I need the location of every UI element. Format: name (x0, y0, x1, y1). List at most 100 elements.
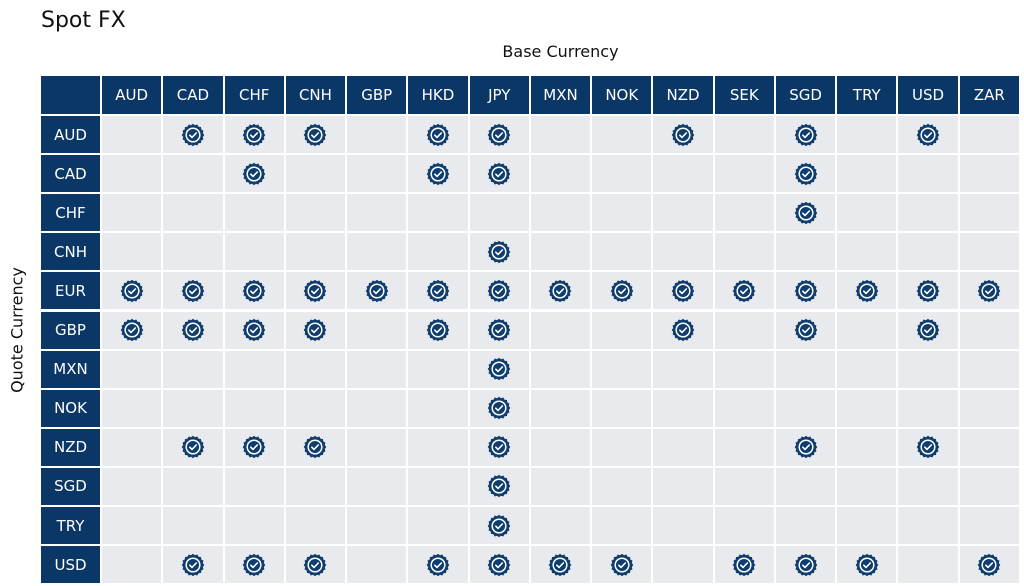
pair-cell (347, 155, 407, 193)
pair-cell (408, 233, 468, 271)
column-header: MXN (530, 76, 591, 114)
pair-cell (163, 467, 223, 505)
pair-cell (408, 272, 468, 310)
column-header: ZAR (959, 76, 1019, 114)
pair-cell (224, 311, 284, 349)
pair-cell (224, 155, 284, 193)
pair-cell (653, 272, 713, 310)
pair-cell (775, 546, 836, 584)
pair-cell (347, 389, 407, 427)
pair-cell (775, 233, 836, 271)
row-header: NOK (41, 389, 100, 427)
supported-icon (426, 279, 450, 303)
pair-cell (837, 194, 897, 232)
supported-icon (855, 553, 879, 576)
pair-cell (469, 507, 529, 545)
pair-cell (163, 428, 223, 466)
row-header: CHF (41, 194, 100, 232)
pair-cell (347, 546, 407, 584)
pair-cell (837, 233, 897, 271)
supported-icon (181, 279, 205, 303)
pair-cell (898, 507, 958, 545)
pair-cell (469, 272, 529, 310)
pair-cell (224, 389, 284, 427)
pair-cell (714, 311, 774, 349)
pair-cell (592, 546, 652, 584)
column-header: SEK (714, 76, 774, 114)
pair-cell (408, 155, 468, 193)
pair-cell (469, 194, 529, 232)
pair-cell (837, 116, 897, 154)
pair-cell (224, 546, 284, 584)
pair-cell (285, 546, 346, 584)
supported-icon (426, 318, 450, 342)
pair-cell (837, 546, 897, 584)
pair-cell (653, 350, 713, 388)
pair-cell (224, 272, 284, 310)
column-header: CHF (224, 76, 284, 114)
pair-cell (959, 546, 1019, 584)
column-header: NOK (592, 76, 652, 114)
row-header: USD (41, 546, 100, 584)
pair-cell (102, 467, 162, 505)
pair-cell (653, 194, 713, 232)
supported-icon (916, 123, 940, 146)
pair-cell (469, 428, 529, 466)
supported-icon (794, 318, 817, 342)
pair-cell (163, 389, 223, 427)
corner-cell (41, 76, 100, 114)
supported-icon (671, 123, 695, 146)
row-axis-label: Quote Currency (7, 267, 27, 393)
pair-cell (102, 116, 162, 154)
pair-cell (653, 389, 713, 427)
pair-cell (530, 155, 591, 193)
supported-icon (671, 279, 695, 303)
supported-icon (794, 123, 817, 146)
pair-cell (224, 467, 284, 505)
pair-cell (837, 428, 897, 466)
supported-icon (304, 553, 327, 576)
pair-cell (775, 428, 836, 466)
pair-cell (959, 507, 1019, 545)
pair-cell (285, 428, 346, 466)
pair-cell (408, 546, 468, 584)
pair-cell (837, 507, 897, 545)
supported-icon (610, 553, 634, 576)
pair-cell (775, 507, 836, 545)
pair-cell (347, 194, 407, 232)
column-header: GBP (347, 76, 407, 114)
pair-cell (898, 155, 958, 193)
pair-cell (469, 233, 529, 271)
pair-cell (714, 272, 774, 310)
pair-cell (898, 428, 958, 466)
supported-icon (487, 396, 511, 420)
pair-cell (775, 116, 836, 154)
pair-cell (653, 155, 713, 193)
row-header: AUD (41, 116, 100, 154)
pair-cell (837, 389, 897, 427)
supported-icon (794, 279, 817, 303)
row-header: GBP (41, 311, 100, 349)
pair-cell (163, 546, 223, 584)
pair-cell (285, 389, 346, 427)
supported-icon (549, 553, 572, 576)
supported-icon (242, 279, 266, 303)
pair-cell (959, 155, 1019, 193)
supported-icon (487, 475, 511, 498)
pair-cell (163, 272, 223, 310)
pair-cell (163, 233, 223, 271)
pair-cell (347, 350, 407, 388)
supported-icon (487, 553, 511, 576)
supported-icon (487, 436, 511, 459)
column-header: NZD (653, 76, 713, 114)
pair-cell (592, 428, 652, 466)
pair-cell (530, 233, 591, 271)
pair-cell (285, 233, 346, 271)
pair-cell (653, 311, 713, 349)
pair-cell (102, 507, 162, 545)
pair-cell (224, 507, 284, 545)
pair-cell (102, 428, 162, 466)
pair-cell (837, 467, 897, 505)
supported-icon (978, 279, 1001, 303)
pair-cell (347, 233, 407, 271)
